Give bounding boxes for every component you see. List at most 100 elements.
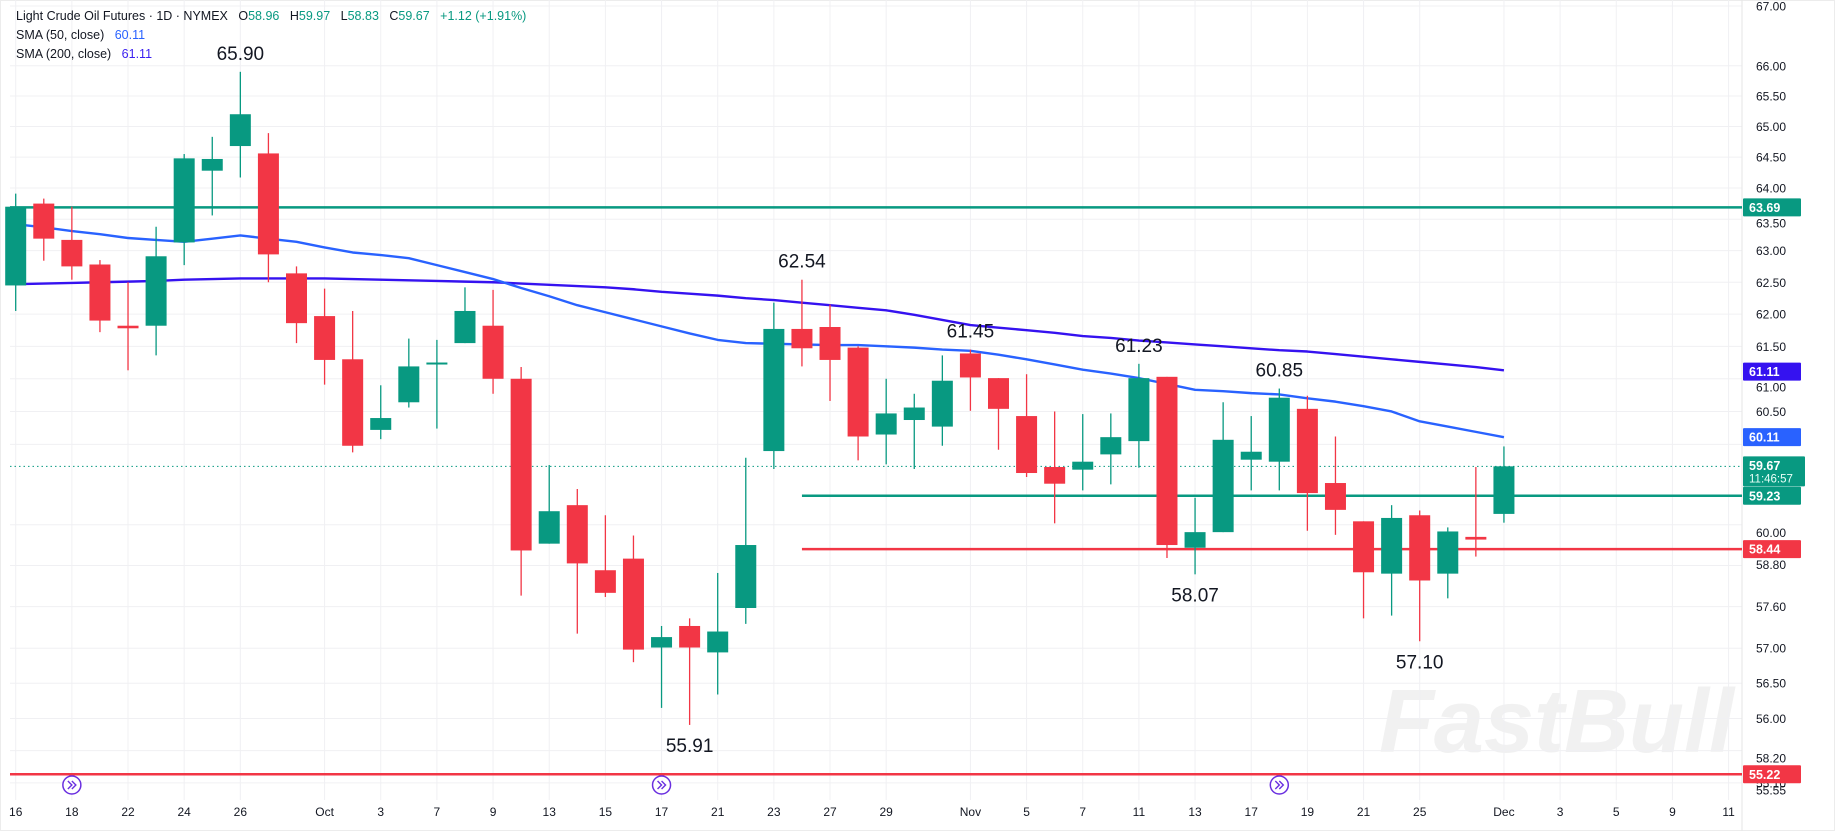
candle-body xyxy=(1437,531,1459,574)
legend-sma50-row[interactable]: SMA (50, close) 60.11 xyxy=(16,26,526,45)
candle-up[interactable] xyxy=(1184,497,1206,575)
candle-down[interactable] xyxy=(1156,376,1178,558)
candle-up[interactable] xyxy=(173,154,195,266)
legend-sma200-row[interactable]: SMA (200, close) 61.11 xyxy=(16,45,526,64)
candle-up[interactable] xyxy=(201,136,223,216)
candle-down[interactable] xyxy=(1296,395,1318,531)
candle-body xyxy=(229,114,251,147)
candle-down[interactable] xyxy=(1409,510,1431,642)
candle-up[interactable] xyxy=(1212,402,1234,533)
candle-up[interactable] xyxy=(145,226,167,356)
close-value: 59.67 xyxy=(398,9,430,23)
candle-down[interactable] xyxy=(819,304,841,401)
x-tick-label: 3 xyxy=(1557,805,1564,819)
candle-body xyxy=(342,359,364,446)
price-annotation: 58.07 xyxy=(1171,585,1219,606)
candle-body xyxy=(314,316,336,360)
candle-down[interactable] xyxy=(959,349,981,411)
candle-up[interactable] xyxy=(426,339,448,429)
candle-down[interactable] xyxy=(342,310,364,453)
x-tick-label: 15 xyxy=(599,805,613,819)
candle-down[interactable] xyxy=(482,289,504,394)
candle-up[interactable] xyxy=(1268,388,1290,491)
candle-body xyxy=(1465,536,1487,540)
candle-down[interactable] xyxy=(1044,411,1066,524)
candle-down[interactable] xyxy=(988,378,1009,450)
candle-down[interactable] xyxy=(1465,467,1487,557)
candle-down[interactable] xyxy=(622,535,644,663)
sma200-line[interactable] xyxy=(15,277,1505,372)
candle-up[interactable] xyxy=(735,457,757,624)
candle-down[interactable] xyxy=(117,282,139,371)
x-tick-label: 22 xyxy=(121,805,135,819)
candle-up[interactable] xyxy=(707,572,729,695)
candle-up[interactable] xyxy=(763,302,785,470)
candle-body xyxy=(370,418,392,430)
candle-up[interactable] xyxy=(1493,446,1515,523)
candle-down[interactable] xyxy=(314,288,336,385)
sma200-value: 61.11 xyxy=(121,47,153,61)
y-tick-label: 57.60 xyxy=(1756,600,1786,614)
candle-body xyxy=(117,325,139,329)
double-chevron-right-icon[interactable] xyxy=(651,775,672,795)
candle-down[interactable] xyxy=(847,346,869,461)
level-tag-label: 58.44 xyxy=(1749,543,1780,557)
candle-down[interactable] xyxy=(1016,374,1038,478)
y-tick-label: 65.50 xyxy=(1756,89,1786,103)
candle-down[interactable] xyxy=(1324,436,1346,535)
candle-body xyxy=(566,505,588,564)
candle-up[interactable] xyxy=(1240,416,1262,491)
candle-down[interactable] xyxy=(594,515,616,597)
candle-up[interactable] xyxy=(651,625,673,708)
x-tick-label: 11 xyxy=(1722,805,1735,819)
candle-down[interactable] xyxy=(61,206,83,280)
chevrons xyxy=(67,780,77,790)
candle-down[interactable] xyxy=(89,260,111,333)
candle-up[interactable] xyxy=(1100,413,1122,485)
y-tick-label: 62.50 xyxy=(1756,276,1786,290)
candle-body xyxy=(426,362,448,365)
candle-up[interactable] xyxy=(1381,505,1403,616)
y-tick-label: 64.50 xyxy=(1756,151,1786,165)
candle-up[interactable] xyxy=(454,287,476,344)
candle-body xyxy=(1493,466,1515,514)
x-tick-label: 16 xyxy=(9,805,23,819)
candle-down[interactable] xyxy=(1353,521,1375,619)
candle-body xyxy=(33,203,55,239)
candle-body xyxy=(201,158,223,171)
candle-up[interactable] xyxy=(370,385,392,440)
candle-down[interactable] xyxy=(33,198,55,261)
candle-up[interactable] xyxy=(538,465,560,544)
candle-down[interactable] xyxy=(566,489,588,634)
candle-up[interactable] xyxy=(1072,414,1094,491)
candle-down[interactable] xyxy=(679,618,701,725)
double-chevron-right-icon[interactable] xyxy=(1269,775,1290,795)
candle-down[interactable] xyxy=(286,266,307,344)
level-tag-box xyxy=(1743,540,1801,559)
candle-body xyxy=(1381,517,1403,574)
candle-down[interactable] xyxy=(791,279,813,367)
candle-body xyxy=(1044,467,1066,484)
candle-up[interactable] xyxy=(5,193,27,311)
countdown-label: 11:46:57 xyxy=(1749,473,1793,485)
x-tick-label: Nov xyxy=(960,805,981,819)
candle-up[interactable] xyxy=(229,71,251,178)
candle-up[interactable] xyxy=(903,393,925,470)
candle-down[interactable] xyxy=(257,133,279,283)
symbol-title[interactable]: Light Crude Oil Futures · 1D · NYMEX xyxy=(16,9,228,23)
candle-body xyxy=(679,625,701,648)
candle-up[interactable] xyxy=(398,338,420,408)
candle-up[interactable] xyxy=(1437,527,1459,599)
double-chevron-right-icon[interactable] xyxy=(62,775,82,795)
candle-body xyxy=(988,378,1009,409)
candle-up[interactable] xyxy=(875,378,897,465)
y-tick-label: 55.55 xyxy=(1756,783,1786,797)
candle-up[interactable] xyxy=(1128,363,1150,468)
candle-body xyxy=(286,273,307,324)
open-value: 58.96 xyxy=(248,9,280,23)
candle-down[interactable] xyxy=(510,367,532,596)
watermark-logo: FastBull xyxy=(1379,672,1736,772)
candle-up[interactable] xyxy=(931,355,953,446)
candle-body xyxy=(875,413,897,435)
